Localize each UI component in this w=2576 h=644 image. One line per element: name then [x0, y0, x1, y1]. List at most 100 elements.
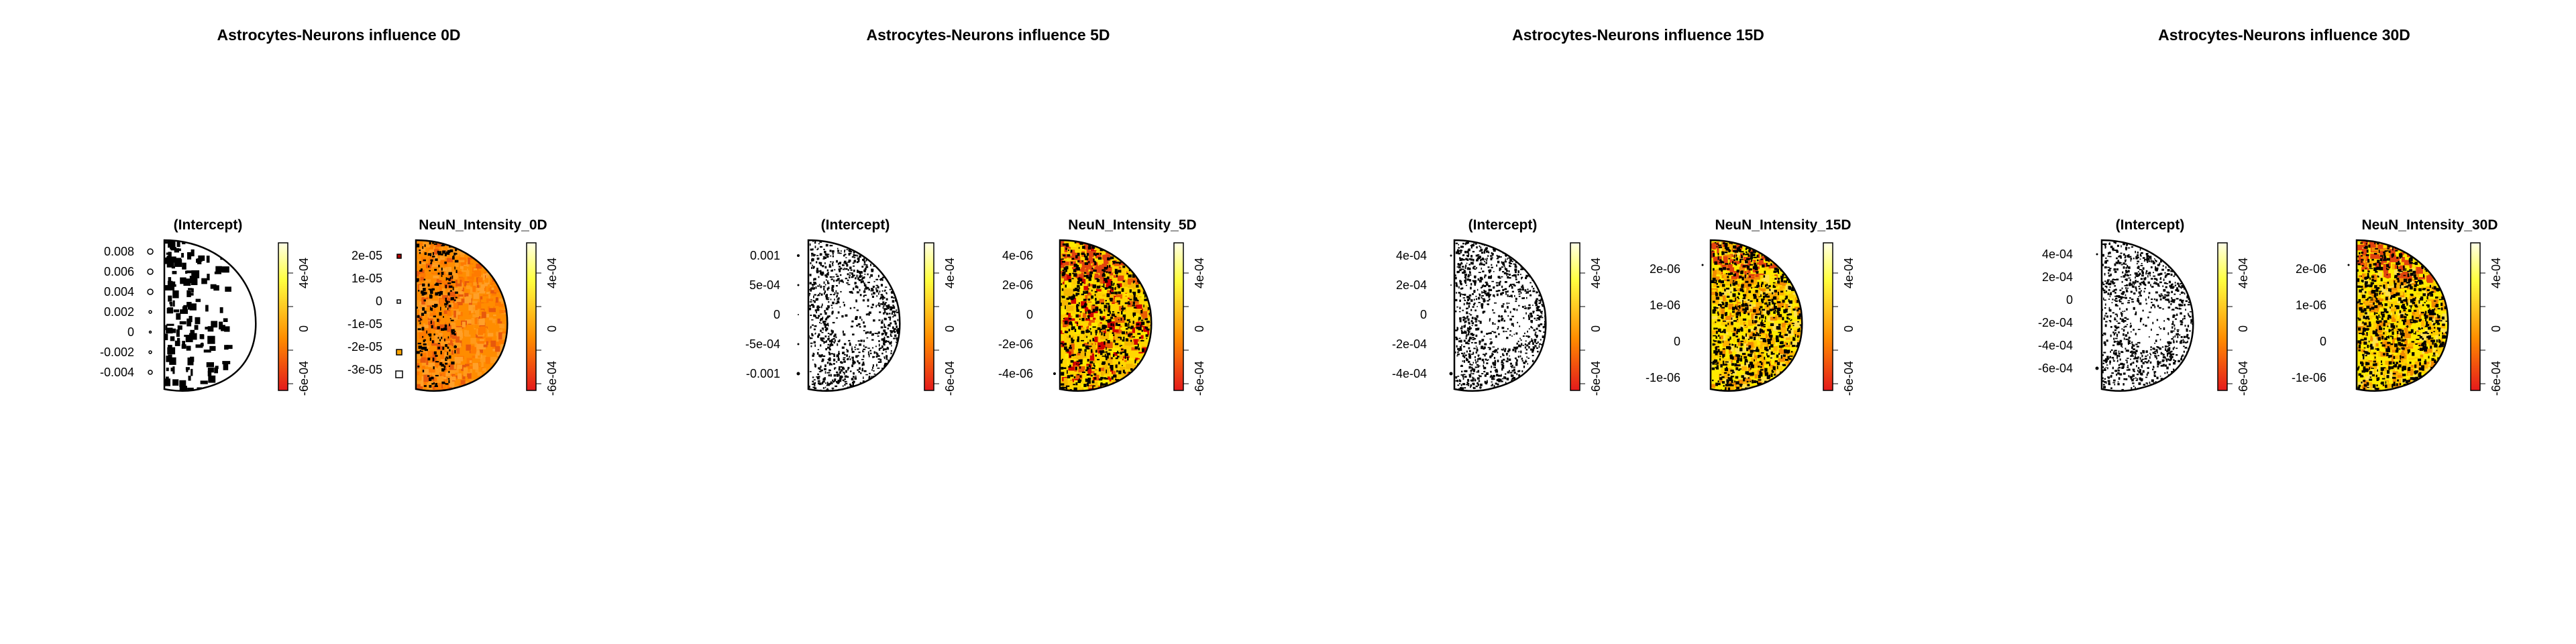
map-cell	[1546, 295, 1548, 297]
map-cell	[482, 296, 489, 301]
map-cell	[447, 345, 452, 349]
map-cell	[839, 366, 841, 368]
map-cell	[1146, 277, 1149, 281]
map-cell	[871, 369, 873, 371]
map-cell	[853, 244, 856, 246]
map-cell	[1120, 391, 1127, 397]
map-cell	[1542, 268, 1544, 272]
map-cell	[833, 363, 835, 365]
map-cell	[900, 322, 902, 325]
map-cell	[187, 304, 192, 310]
map-cell	[1083, 305, 1086, 308]
map-cell	[1481, 252, 1483, 254]
map-cell	[827, 306, 830, 309]
map-cell	[1479, 343, 1481, 345]
y-tick-label: 0	[376, 294, 382, 308]
map-cell	[1546, 311, 1548, 313]
map-cell	[194, 325, 199, 330]
map-cell	[1481, 358, 1485, 362]
map-cell	[1084, 244, 1091, 250]
map-cell	[882, 298, 884, 301]
map-cell	[851, 292, 854, 294]
map-cell	[429, 264, 433, 266]
map-cell	[1106, 357, 1113, 365]
map-cell	[1122, 373, 1126, 380]
map-cell	[429, 384, 432, 388]
map-cell	[1481, 267, 1483, 270]
map-cell	[885, 313, 889, 315]
map-cell	[1505, 292, 1507, 295]
map-cell	[1494, 351, 1496, 352]
map-cell	[448, 305, 451, 308]
map-cell	[851, 364, 853, 368]
map-cell	[1143, 313, 1148, 319]
map-cell	[861, 368, 863, 370]
map-cell	[453, 255, 455, 258]
map-cell	[1150, 361, 1152, 366]
map-cell	[889, 250, 892, 252]
map-cell	[817, 373, 820, 376]
map-cell	[1063, 386, 1067, 389]
map-cell	[1133, 291, 1136, 295]
map-cell	[865, 390, 867, 391]
map-cell	[1091, 323, 1098, 329]
map-cell	[1095, 292, 1102, 297]
map-cell	[890, 265, 892, 268]
map-cell	[877, 361, 881, 363]
map-cell	[1100, 241, 1105, 246]
map-cell	[1140, 265, 1144, 269]
map-cell	[1081, 293, 1085, 296]
map-cell	[892, 300, 895, 303]
map-cell	[831, 382, 833, 384]
map-cell	[424, 349, 428, 352]
map-cell	[168, 240, 175, 248]
map-cell	[1537, 362, 1539, 364]
map-cell	[1083, 384, 1087, 387]
map-cell	[1468, 350, 1471, 352]
map-cell	[1066, 326, 1069, 329]
map-cell	[1541, 360, 1544, 362]
map-cell	[871, 270, 873, 272]
map-cell	[828, 265, 832, 268]
map-cell	[1477, 278, 1480, 281]
map-cell	[826, 388, 828, 391]
map-cell	[1120, 317, 1122, 321]
map-cell	[1483, 346, 1486, 349]
map-cell	[494, 392, 501, 394]
map-cell	[1542, 256, 1544, 259]
map-cell	[824, 323, 826, 325]
map-cell	[854, 346, 856, 348]
map-cell	[841, 242, 843, 244]
map-cell	[827, 272, 829, 273]
map-cell	[472, 278, 478, 282]
y-tick-label: -4e-04	[1392, 367, 1427, 380]
map-cell	[899, 260, 900, 264]
map-cell	[1103, 328, 1106, 335]
map-cell	[840, 279, 843, 282]
map-cell	[1118, 370, 1122, 374]
map-cell	[488, 383, 495, 390]
map-cell	[1477, 360, 1479, 362]
map-cell	[1118, 291, 1121, 294]
map-cell	[421, 313, 425, 316]
map-cell	[1071, 337, 1073, 341]
map-cell	[1520, 385, 1523, 387]
map-cell	[881, 258, 884, 261]
map-cell	[890, 330, 892, 332]
map-cell	[1063, 378, 1068, 382]
map-cell	[814, 332, 816, 335]
map-cell	[1112, 313, 1115, 317]
map-cell	[417, 374, 421, 380]
map-cell	[454, 382, 461, 387]
map-cell	[1117, 300, 1120, 305]
map-cell	[1149, 370, 1152, 374]
map-cell	[1464, 317, 1466, 320]
map-cell	[207, 326, 214, 332]
map-cell	[1530, 391, 1532, 393]
map-cell	[1508, 295, 1511, 297]
map-cell	[858, 371, 860, 373]
map-cell	[1510, 374, 1513, 377]
map-cell	[838, 297, 840, 300]
map-cell	[873, 286, 874, 288]
map-cell	[1124, 387, 1129, 391]
